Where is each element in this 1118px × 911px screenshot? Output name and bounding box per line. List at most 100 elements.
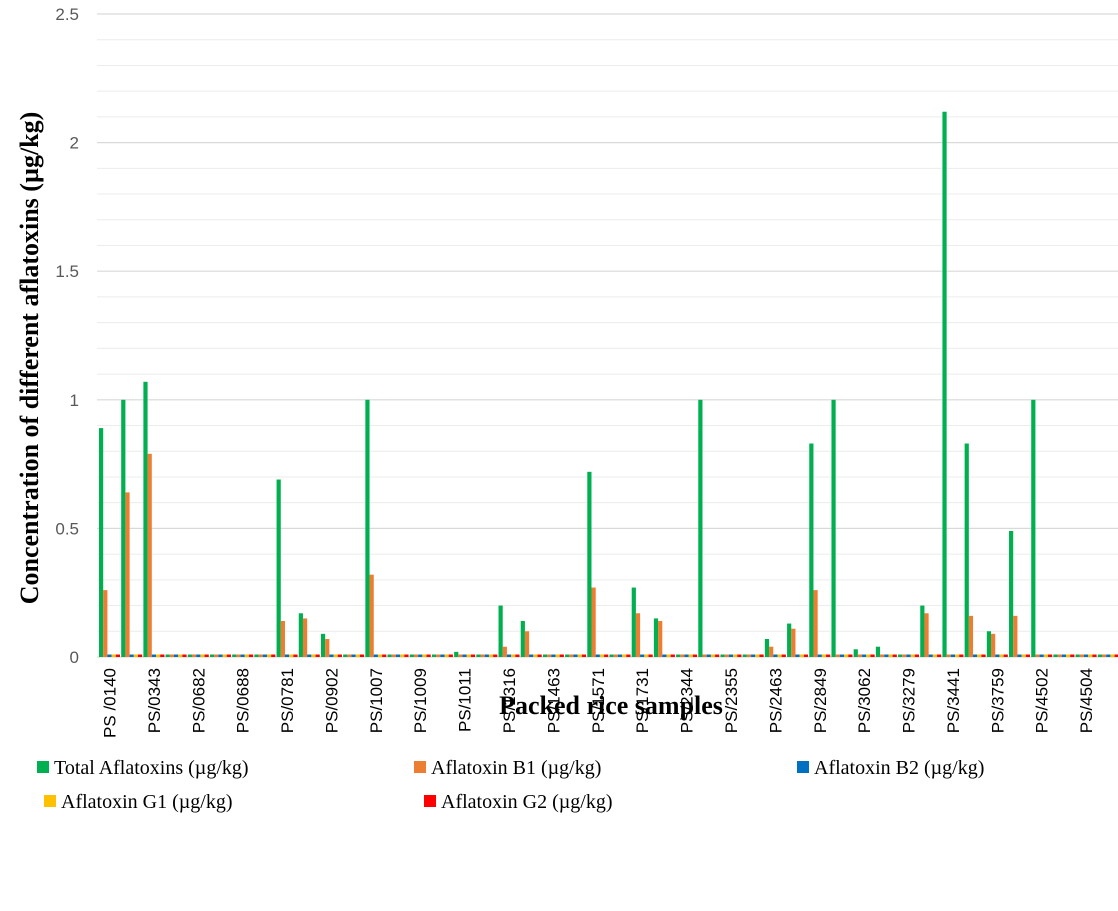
bar-2-cat-2 [147,453,152,657]
bar-2-cat-15 [436,654,441,657]
bar-2-cat-38 [946,654,951,657]
x-axis-ticks: PS /0140 PS/0343 PS/0682 PS/0688 PS/0781 PS/0… [101,668,1097,738]
bar-3-cat-28 [728,654,734,657]
bar-1-cat-2 [143,381,148,657]
bar-3-cat-35 [884,654,889,657]
bar-4-cat-43 [1066,654,1071,657]
bar-5-cat-39 [981,654,986,657]
bar-4-cat-31 [799,654,804,657]
bar-1-cat-39 [964,443,969,657]
legend-label: Aflatoxin B2 (µg/kg) [814,757,984,779]
legend-swatch [44,795,56,807]
bar-4-cat-23 [622,654,627,657]
bar-2-cat-44 [1079,654,1085,657]
x-tick-label: PS/0343 [145,668,164,733]
bar-2-cat-9 [302,618,308,657]
y-tick-label: 2.5 [55,5,79,24]
bar-5-cat-43 [1070,654,1075,657]
bar-5-cat-1 [138,654,143,657]
bar-3-cat-23 [617,654,623,657]
bar-2-cat-30 [769,646,774,657]
bar-2-cat-25 [658,620,663,657]
bar-5-cat-3 [182,654,187,657]
bar-1-cat-8 [276,479,281,657]
bar-2-cat-43 [1057,654,1062,657]
bar-2-cat-12 [369,574,374,657]
legend-label: Aflatoxin G1 (µg/kg) [61,791,233,813]
bar-4-cat-18 [511,654,516,657]
bar-2-cat-22 [591,587,596,657]
legend-swatch [37,761,49,773]
x-tick-label: PS/2344 [678,668,697,733]
bar-4-cat-10 [333,654,338,657]
bar-1-cat-15 [431,654,437,657]
bar-3-cat-27 [706,654,711,657]
bar-5-cat-23 [626,654,631,657]
bar-2-cat-40 [991,633,996,657]
bar-2-cat-26 [680,654,685,657]
bar-5-cat-7 [271,654,276,657]
bar-5-cat-19 [537,654,542,657]
legend-swatch [414,761,426,773]
x-tick-label: PS/0682 [189,668,208,733]
bar-3-cat-44 [1084,654,1089,657]
bar-3-cat-21 [573,654,578,657]
bar-4-cat-19 [533,654,538,657]
bar-2-cat-5 [214,654,219,657]
y-tick-label: 0 [70,648,79,667]
bar-5-cat-11 [359,654,365,657]
bar-4-cat-1 [133,654,138,657]
bar-1-cat-29 [742,654,747,657]
bar-4-cat-12 [377,654,383,657]
bar-1-cat-33 [831,399,836,657]
bar-4-cat-14 [422,654,427,657]
x-tick-label: PS/2849 [811,668,830,733]
x-tick-label: PS/1571 [589,668,608,733]
bar-1-cat-41 [1009,530,1014,657]
x-tick-label: PS/3279 [900,668,919,733]
bar-3-cat-17 [484,654,489,657]
bar-1-cat-45 [1097,654,1102,657]
bar-3-cat-13 [395,654,401,657]
bar-3-cat-31 [795,654,800,657]
bar-3-cat-29 [751,654,756,657]
bar-1-cat-3 [165,654,170,657]
bar-2-cat-8 [280,620,285,657]
gridlines [97,13,1118,658]
bar-3-cat-30 [773,654,778,657]
bar-3-cat-39 [973,654,978,657]
bar-1-cat-26 [676,654,681,657]
bar-1-cat-5 [209,654,215,657]
bar-3-cat-33 [839,654,845,657]
bar-5-cat-5 [226,654,231,657]
bar-2-cat-20 [547,654,552,657]
bar-4-cat-13 [400,654,405,657]
bar-2-cat-41 [1013,615,1018,657]
bar-3-cat-36 [906,654,911,657]
bar-1-cat-25 [653,618,659,657]
bar-1-cat-12 [365,399,370,657]
bar-4-cat-17 [488,654,494,657]
bar-4-cat-16 [466,654,471,657]
bar-3-cat-9 [307,654,312,657]
bar-5-cat-22 [604,654,609,657]
bar-1-cat-37 [920,605,925,657]
bar-2-cat-10 [325,639,330,657]
bar-5-cat-44 [1092,654,1097,657]
x-tick-label: PS/0688 [234,668,253,733]
bar-1-cat-22 [587,471,592,657]
bar-5-cat-26 [692,654,698,657]
bar-2-cat-17 [480,654,485,657]
bar-1-cat-1 [121,399,126,657]
legend-label: Aflatoxin G2 (µg/kg) [441,791,613,813]
bar-5-cat-9 [315,654,320,657]
bar-3-cat-24 [640,654,645,657]
bar-3-cat-43 [1061,654,1067,657]
bar-1-cat-40 [986,631,992,657]
bar-3-cat-6 [240,654,245,657]
bar-4-cat-38 [955,654,960,657]
bar-3-cat-15 [440,654,445,657]
bar-3-cat-3 [173,654,179,657]
bar-5-cat-37 [937,654,942,657]
x-tick-label: PS/0781 [278,668,297,733]
